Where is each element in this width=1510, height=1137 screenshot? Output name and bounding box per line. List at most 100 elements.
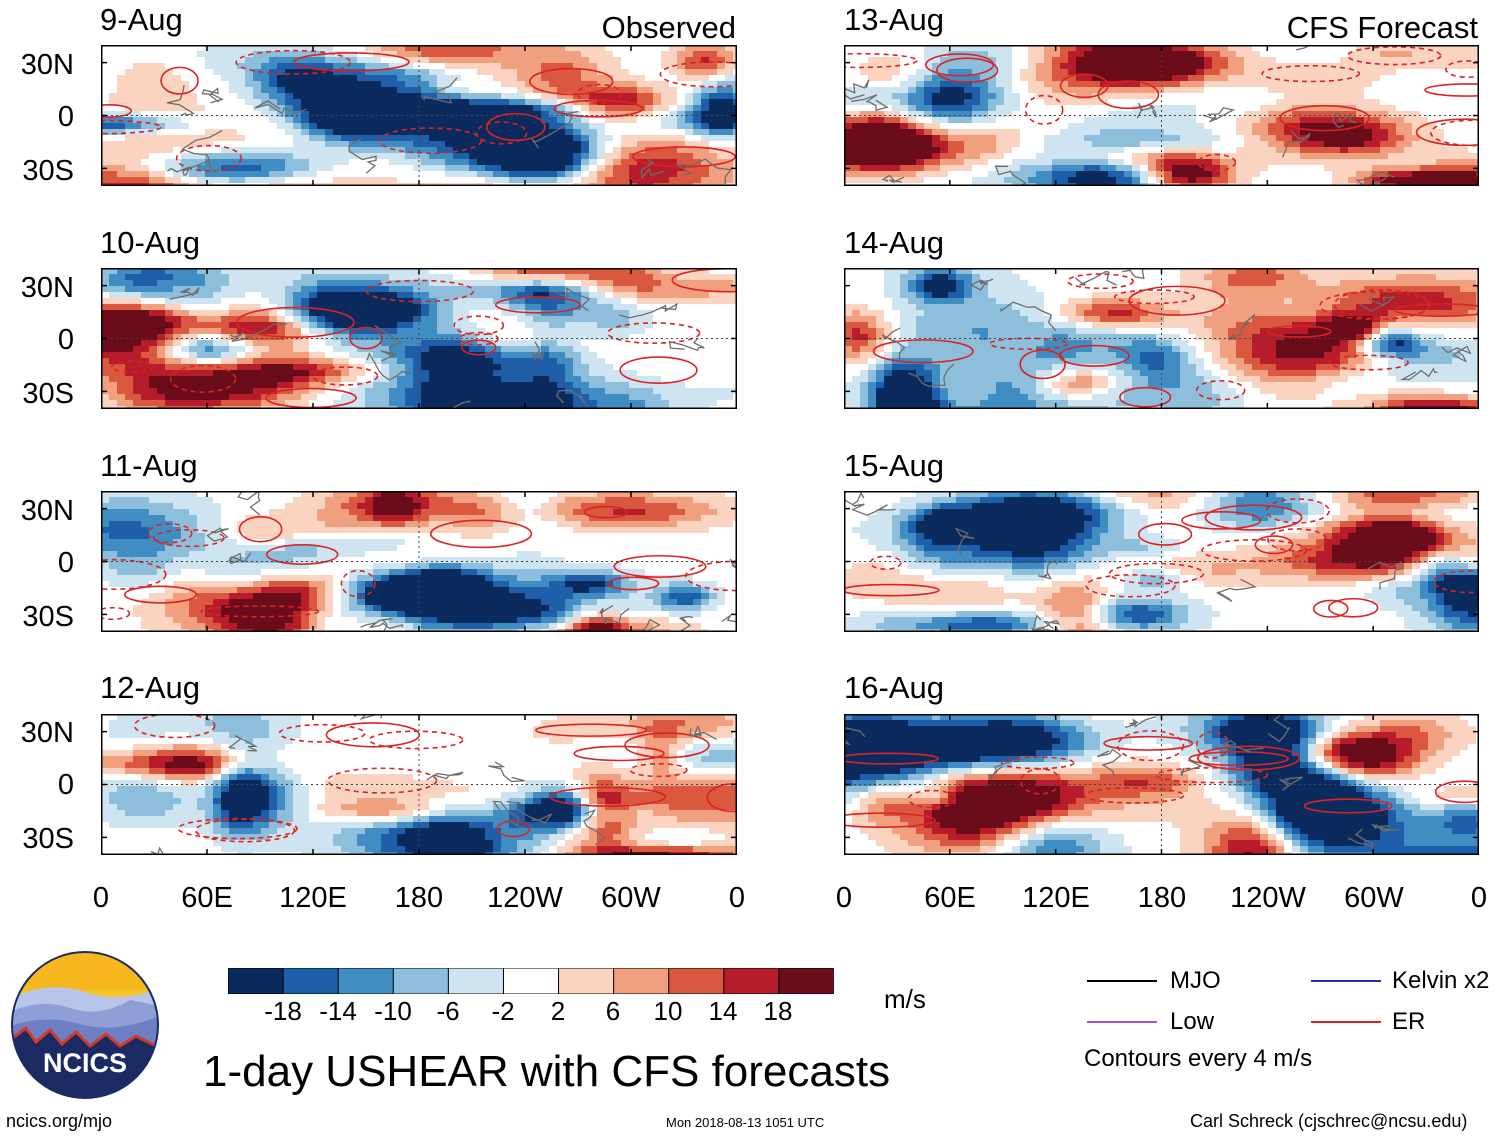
legend-swatch-er xyxy=(1311,1021,1381,1023)
colorbar-tick: -6 xyxy=(436,996,460,1026)
ncics-logo: NCICS xyxy=(11,951,159,1099)
heatmap-panel xyxy=(844,491,1479,632)
legend-swatch-mjo xyxy=(1087,980,1157,982)
panel-date: 12-Aug xyxy=(100,670,200,705)
panel-date: 14-Aug xyxy=(844,225,944,260)
er-contours xyxy=(844,46,1479,172)
lat-tick-label: 30S xyxy=(22,378,74,410)
colorbar-swatch xyxy=(282,968,340,994)
lat-tick-label: 30N xyxy=(20,495,74,527)
colorbar-swatch xyxy=(558,968,615,994)
er-contours xyxy=(844,498,1479,618)
panel-frame xyxy=(844,45,1479,186)
panel-date: 16-Aug xyxy=(844,670,944,705)
colorbar-swatch xyxy=(668,968,725,994)
lon-tick-label: 120W xyxy=(1230,882,1306,914)
coastlines xyxy=(139,714,718,855)
lat-tick-label: 30S xyxy=(22,155,74,187)
coastlines xyxy=(844,714,1399,849)
panel-frame xyxy=(101,714,737,855)
lon-tick-label: 0 xyxy=(835,882,853,914)
heatmap-panel xyxy=(844,268,1479,409)
heatmap-panel xyxy=(101,491,737,632)
er-contours xyxy=(101,505,737,621)
colorbar-tick: 18 xyxy=(763,996,793,1026)
colorbar-swatch xyxy=(447,968,505,994)
colorbar-tick: 6 xyxy=(605,996,621,1026)
units-label: m/s xyxy=(884,984,926,1014)
coastlines xyxy=(169,286,705,409)
colorbar-swatch xyxy=(778,968,834,994)
lon-tick-label: 60E xyxy=(924,882,976,914)
lat-tick-label: 30N xyxy=(20,272,74,304)
colorbar-tick: 10 xyxy=(653,996,683,1026)
contour-note: Contours every 4 m/s xyxy=(1084,1045,1313,1072)
colorbar-tick: 14 xyxy=(708,996,738,1026)
colorbar xyxy=(228,968,834,994)
heatmap-panel xyxy=(101,268,737,409)
lat-tick-label: 0 xyxy=(57,769,74,801)
lon-tick-label: 120E xyxy=(1022,882,1090,914)
shading-field xyxy=(101,714,737,855)
panel-frame xyxy=(101,491,737,632)
colorbar-tick: -10 xyxy=(374,996,412,1026)
shading-field xyxy=(844,45,1479,186)
colorbar-tick: -18 xyxy=(264,996,302,1026)
shading-field xyxy=(101,268,737,409)
panel-date: 10-Aug xyxy=(100,225,200,260)
legend-swatch-kelvin xyxy=(1311,980,1381,982)
panel-tag: CFS Forecast xyxy=(1286,10,1478,45)
legend-label: Kelvin x2 xyxy=(1392,967,1490,994)
er-contours xyxy=(133,714,737,843)
panel-frame xyxy=(844,714,1479,855)
colorbar-swatch xyxy=(723,968,780,994)
colorbar-swatch xyxy=(337,968,395,994)
footer-url: ncics.org/mjo xyxy=(6,1111,113,1131)
lat-tick-label: 0 xyxy=(57,547,74,579)
er-contours xyxy=(844,730,1479,828)
panel-frame xyxy=(844,268,1479,409)
panel-date: 9-Aug xyxy=(100,2,183,37)
lon-tick-label: 60W xyxy=(1344,882,1404,914)
lat-tick-label: 30S xyxy=(22,601,74,633)
legend-swatch-low xyxy=(1087,1021,1157,1023)
chart-title: 1-day USHEAR with CFS forecasts xyxy=(203,1047,891,1096)
panel-date: 13-Aug xyxy=(844,2,944,37)
colorbar-swatch xyxy=(613,968,670,994)
panel-date: 11-Aug xyxy=(100,448,198,483)
lon-tick-label: 120E xyxy=(279,882,347,914)
legend-label: ER xyxy=(1392,1008,1426,1035)
panel-frame xyxy=(844,491,1479,632)
lon-tick-label: 60E xyxy=(181,882,233,914)
lon-tick-label: 180 xyxy=(394,882,444,914)
colorbar-swatch xyxy=(392,968,450,994)
logo-text: NCICS xyxy=(43,1048,127,1078)
lat-tick-label: 30S xyxy=(22,823,74,855)
lon-tick-label: 180 xyxy=(1137,882,1187,914)
panel-tag: Observed xyxy=(601,10,736,45)
colorbar-tick: -14 xyxy=(319,996,357,1026)
legend-label: MJO xyxy=(1170,967,1221,994)
lon-tick-label: 0 xyxy=(1470,882,1488,914)
lat-tick-label: 30N xyxy=(20,717,74,749)
lon-tick-label: 120W xyxy=(487,882,563,914)
shading-field xyxy=(844,714,1479,855)
heatmap-panel xyxy=(844,45,1479,186)
footer-credit: Carl Schreck (cjschrec@ncsu.edu) xyxy=(1190,1111,1468,1131)
panel-frame xyxy=(101,45,737,186)
lat-tick-label: 0 xyxy=(57,101,74,133)
colorbar-tick: 2 xyxy=(550,996,566,1026)
lat-tick-label: 30N xyxy=(20,49,74,81)
heatmap-panel xyxy=(101,714,737,855)
lon-tick-label: 60W xyxy=(601,882,661,914)
colorbar-swatch xyxy=(228,968,285,994)
lon-tick-label: 0 xyxy=(92,882,110,914)
coastlines xyxy=(166,77,733,185)
panel-frame xyxy=(101,268,737,409)
footer-timestamp: Mon 2018-08-13 1051 UTC xyxy=(666,1115,825,1130)
heatmap-panel xyxy=(101,45,737,186)
heatmap-panel xyxy=(844,714,1479,855)
lon-tick-label: 0 xyxy=(728,882,746,914)
shading-field xyxy=(101,491,737,632)
coastlines xyxy=(882,268,1472,388)
